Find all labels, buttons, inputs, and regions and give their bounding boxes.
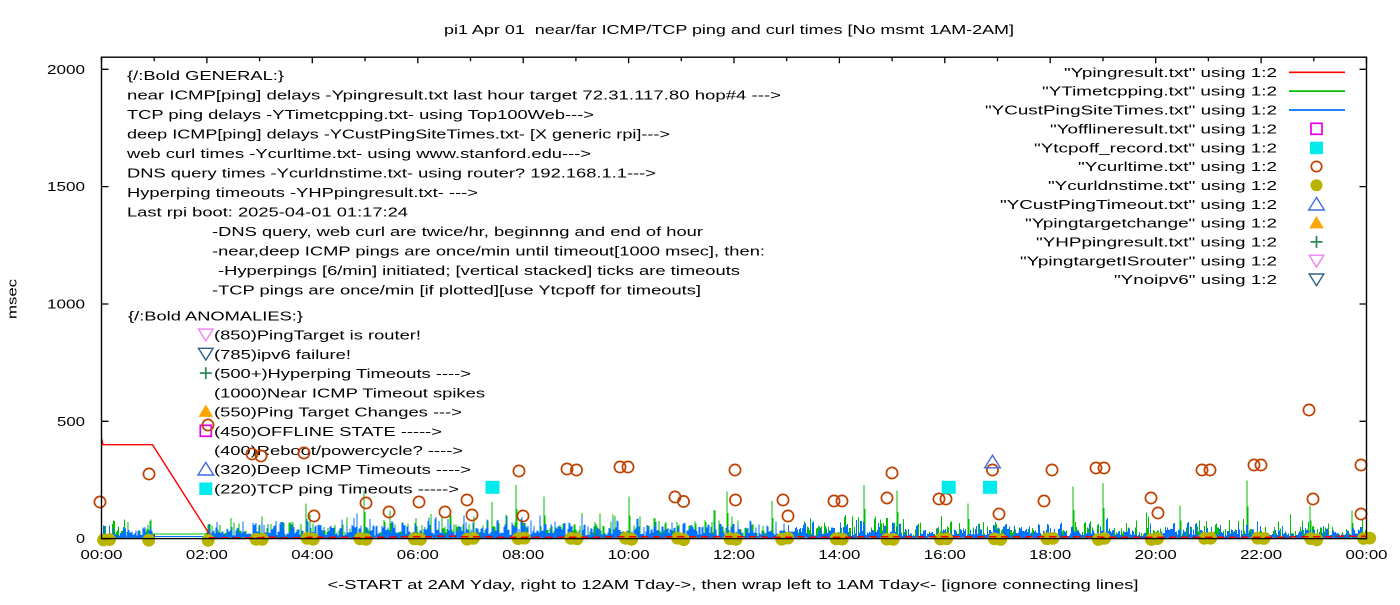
svg-text:"YTimetcpping.txt" using 1:2: "YTimetcpping.txt" using 1:2 — [1042, 84, 1277, 99]
svg-text:(400)Reboot/powercycle? ---->: (400)Reboot/powercycle? ----> — [214, 443, 463, 458]
svg-text:10:00: 10:00 — [608, 547, 650, 562]
svg-text:06:00: 06:00 — [397, 547, 439, 562]
svg-text:{/:Bold ANOMALIES:}: {/:Bold ANOMALIES:} — [128, 308, 304, 323]
svg-text:(1000)Near ICMP Timeout spikes: (1000)Near ICMP Timeout spikes — [214, 385, 486, 400]
svg-text:"Yofflineresult.txt" using 1:2: "Yofflineresult.txt" using 1:2 — [1050, 121, 1277, 136]
svg-text:08:00: 08:00 — [502, 547, 544, 562]
svg-text:20:00: 20:00 — [1135, 547, 1177, 562]
svg-text:(500+)Hyperping Timeouts ---->: (500+)Hyperping Timeouts ----> — [214, 366, 471, 381]
svg-text:Last rpi boot: 2025-04-01 01:1: Last rpi boot: 2025-04-01 01:17:24 — [127, 204, 408, 219]
svg-text:{/:Bold GENERAL:}: {/:Bold GENERAL:} — [127, 68, 285, 83]
svg-text:0: 0 — [76, 531, 85, 546]
svg-text:1000: 1000 — [47, 297, 85, 312]
svg-text:"Ypingresult.txt" using 1:2: "Ypingresult.txt" using 1:2 — [1064, 65, 1277, 80]
svg-text:18:00: 18:00 — [1029, 547, 1071, 562]
svg-text:02:00: 02:00 — [186, 547, 228, 562]
svg-text:deep ICMP[ping] delays -YCustP: deep ICMP[ping] delays -YCustPingSiteTim… — [127, 126, 670, 141]
svg-text:14:00: 14:00 — [818, 547, 860, 562]
svg-text:"YCustPingTimeout.txt" using 1: "YCustPingTimeout.txt" using 1:2 — [1000, 197, 1277, 212]
svg-text:500: 500 — [57, 414, 85, 429]
svg-text:16:00: 16:00 — [924, 547, 966, 562]
svg-text:-near,deep ICMP pings are once: -near,deep ICMP pings are once/min until… — [212, 243, 765, 258]
svg-text:-DNS query, web curl are twice: -DNS query, web curl are twice/hr, begin… — [212, 224, 704, 239]
svg-text:00:00: 00:00 — [1346, 547, 1388, 562]
svg-text:<-START at 2AM Yday, right to: <-START at 2AM Yday, right to 12AM Tday-… — [328, 577, 1139, 592]
svg-text:-TCP pings are once/min [if pl: -TCP pings are once/min [if plotted][use… — [212, 282, 701, 297]
svg-text:04:00: 04:00 — [291, 547, 333, 562]
svg-text:msec: msec — [5, 278, 20, 319]
svg-text:near ICMP[ping] delays -Ypingr: near ICMP[ping] delays -Ypingresult.txt … — [127, 87, 781, 102]
svg-text:TCP ping delays -YTimetcpping.: TCP ping delays -YTimetcpping.txt- using… — [127, 107, 594, 122]
svg-text:(850)PingTarget is router!: (850)PingTarget is router! — [214, 328, 421, 343]
svg-text:00:00: 00:00 — [81, 547, 123, 562]
svg-text:"YHPpingresult.txt" using 1:2: "YHPpingresult.txt" using 1:2 — [1036, 235, 1277, 250]
svg-text:12:00: 12:00 — [713, 547, 755, 562]
svg-text:"Ypingtargetchange" using 1:2: "Ypingtargetchange" using 1:2 — [1025, 216, 1277, 231]
svg-text:"Ytcpoff_record.txt" using 1:2: "Ytcpoff_record.txt" using 1:2 — [1034, 140, 1277, 155]
svg-text:(450)OFFLINE STATE ----->: (450)OFFLINE STATE -----> — [214, 424, 442, 439]
svg-text:Hyperping timeouts -YHPpingres: Hyperping timeouts -YHPpingresult.txt- -… — [127, 185, 478, 200]
svg-text:pi1 Apr 01 near/far ICMP/TCP: pi1 Apr 01 near/far ICMP/TCP ping and cu… — [444, 22, 1014, 37]
svg-text:"YCustPingSiteTimes.txt" using: "YCustPingSiteTimes.txt" using 1:2 — [985, 103, 1277, 118]
svg-text:"Ynoipv6" using 1:2: "Ynoipv6" using 1:2 — [1114, 272, 1277, 287]
svg-text:"YpingtargetISrouter" using 1:: "YpingtargetISrouter" using 1:2 — [1020, 253, 1277, 268]
svg-text:"Ycurldnstime.txt" using 1:2: "Ycurldnstime.txt" using 1:2 — [1048, 178, 1277, 193]
svg-text:-Hyperpings [6/min] initiated;: -Hyperpings [6/min] initiated; [vertical… — [218, 263, 741, 278]
svg-text:"Ycurltime.txt" using 1:2: "Ycurltime.txt" using 1:2 — [1078, 159, 1277, 174]
svg-text:1500: 1500 — [47, 179, 85, 194]
svg-text:22:00: 22:00 — [1240, 547, 1282, 562]
svg-text:(220)TCP ping Timeouts ----->: (220)TCP ping Timeouts -----> — [214, 482, 459, 497]
svg-text:DNS query times -Ycurldnstime.: DNS query times -Ycurldnstime.txt- using… — [127, 165, 656, 180]
svg-text:web curl times -Ycurltime.txt-: web curl times -Ycurltime.txt- using www… — [126, 146, 591, 161]
svg-text:(785)ipv6 failure!: (785)ipv6 failure! — [214, 347, 351, 362]
svg-text:(320)Deep ICMP Timeouts ---->: (320)Deep ICMP Timeouts ----> — [214, 462, 471, 477]
svg-text:(550)Ping Target Changes --->: (550)Ping Target Changes ---> — [214, 405, 462, 420]
svg-text:2000: 2000 — [47, 62, 85, 77]
